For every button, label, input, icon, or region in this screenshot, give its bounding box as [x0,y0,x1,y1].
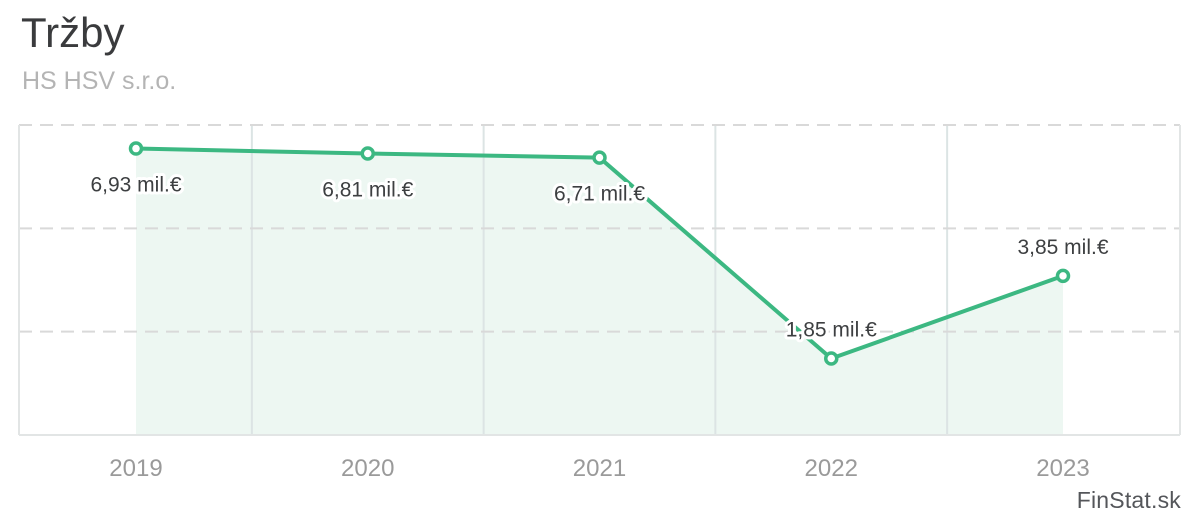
x-axis-label: 2022 [805,455,858,482]
finstat-watermark-link[interactable]: FinStat.sk [1076,487,1181,513]
data-point-marker[interactable] [128,141,144,156]
data-point-marker[interactable] [360,146,375,161]
data-point-label: 6,71 mil.€ [554,183,645,206]
x-axis-label: 2021 [573,455,626,482]
x-axis-label: 2019 [109,455,162,482]
company-name-subtitle: HS HSV s.r.o. [22,67,177,95]
data-point-label: 6,81 mil.€ [322,179,413,202]
data-point-marker[interactable] [1055,268,1071,284]
data-point-marker[interactable] [824,351,839,366]
x-axis-label: 2023 [1036,455,1089,482]
data-point-label: 6,93 mil.€ [90,174,181,197]
page-title: Tržby [21,9,125,56]
data-point-marker[interactable] [592,150,607,165]
data-point-label: 1,85 mil.€ [786,319,877,342]
x-axis-label: 2020 [341,455,394,482]
data-point-label: 3,85 mil.€ [1017,236,1108,259]
